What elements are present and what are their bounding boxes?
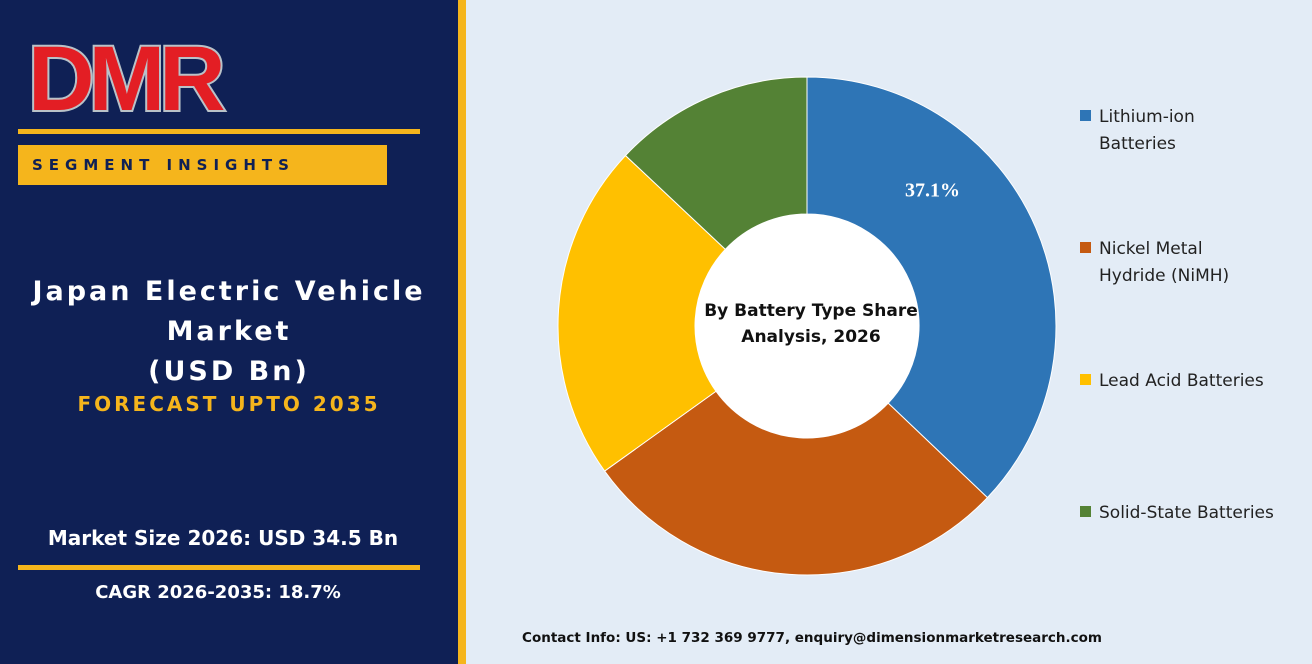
legend-label-2: Nickel Metal Hydride (NiMH) (1099, 239, 1230, 286)
segment-insights-box: SEGMENT INSIGHTS (18, 145, 387, 185)
gold-divider (458, 0, 466, 664)
legend-item-4: Solid-State Batteries (1080, 500, 1299, 527)
legend-item-1: Lithium-ion Batteries (1080, 104, 1299, 158)
market-size-stat: Market Size 2026: USD 34.5 Bn (47, 526, 399, 550)
legend-swatch-2 (1080, 242, 1091, 253)
legend-swatch-4 (1080, 506, 1091, 517)
legend-item-2: Nickel Metal Hydride (NiMH) (1080, 236, 1299, 290)
dmr-logo-text: DMR (28, 36, 224, 118)
center-label-line-2: Analysis, 2026 (741, 327, 881, 347)
donut-center-label: By Battery Type Share Analysis, 2026 (696, 298, 926, 350)
dmr-logo: DMR (28, 36, 232, 118)
legend-swatch-1 (1080, 110, 1091, 121)
donut-chart: 37.1% (557, 76, 1057, 576)
center-label-line-1: By Battery Type Share (704, 301, 918, 321)
left-panel: DMR SEGMENT INSIGHTS Japan Electric Vehi… (0, 0, 458, 664)
forecast-label: FORECAST UPTO 2035 (77, 392, 381, 416)
title-line-3: (USD Bn) (148, 356, 310, 387)
data-label-1: 37.1% (905, 179, 960, 201)
title-line-2: Market (166, 316, 292, 347)
cagr-stat: CAGR 2026-2035: 18.7% (95, 582, 341, 603)
contact-info: Contact Info: US: +1 732 369 9777, enqui… (522, 630, 1102, 646)
title-block: Japan Electric Vehicle Market (USD Bn) F… (0, 272, 458, 416)
donut-hole (695, 214, 919, 438)
bottom-gold-line (18, 565, 420, 570)
legend-item-3: Lead Acid Batteries (1080, 368, 1299, 395)
legend-label-3: Lead Acid Batteries (1099, 371, 1264, 391)
legend-swatch-3 (1080, 374, 1091, 385)
top-gold-line (18, 129, 420, 134)
title-line-1: Japan Electric Vehicle (32, 276, 426, 307)
legend-label-4: Solid-State Batteries (1099, 503, 1274, 523)
legend-label-1: Lithium-ion Batteries (1099, 107, 1195, 154)
segment-insights-label: SEGMENT INSIGHTS (32, 156, 295, 174)
